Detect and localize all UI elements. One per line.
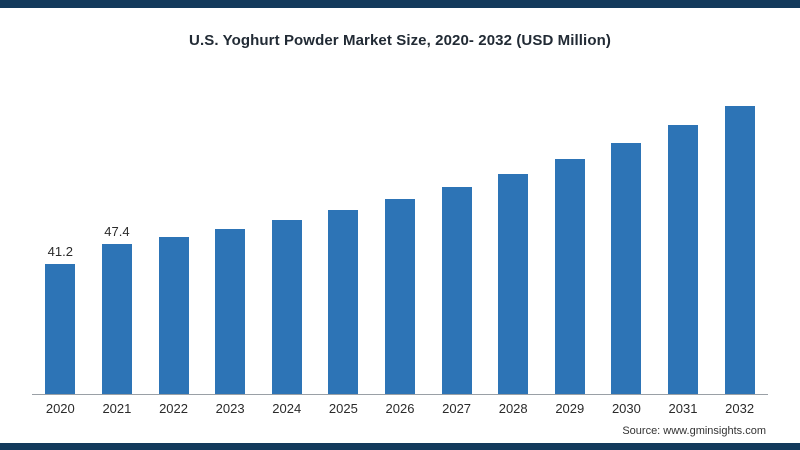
bars-container: 41.2 47.4 [32,84,768,395]
bar [384,199,415,394]
bar [271,220,302,394]
x-axis-labels: 2020 2021 2022 2023 2024 2025 2026 2027 2028 2029… [32,401,768,416]
bar-column [145,237,202,394]
x-axis-label: 2032 [725,401,755,416]
bar-column [315,210,372,394]
x-axis-label: 2026 [385,401,415,416]
bar [328,210,359,394]
bar [101,244,132,394]
x-axis-label: 2021 [102,401,132,416]
bar [215,229,246,394]
top-border-band [0,0,800,8]
plot-area: 41.2 47.4 [32,85,768,395]
x-axis-label: 2020 [45,401,75,416]
bar-column [258,220,315,394]
x-axis-label: 2025 [328,401,358,416]
x-axis-label: 2031 [668,401,698,416]
x-axis-label: 2029 [555,401,585,416]
bar [498,174,529,394]
bar-column [372,199,429,394]
bar [611,143,642,394]
bar [668,125,698,394]
bar-column [598,143,655,394]
x-axis-label: 2030 [611,401,641,416]
source-text: Source: www.gminsights.com [622,425,766,437]
bar [158,237,189,394]
bar-column [711,106,768,394]
bar [441,187,472,394]
x-axis-label: 2022 [159,401,188,416]
bar-column: 47.4 [89,224,146,394]
bar-column [202,229,259,394]
bar [724,106,755,394]
bar-column [541,159,598,394]
bar-column [655,125,712,394]
x-axis-label: 2027 [442,401,472,416]
bar-column [485,174,542,394]
x-axis-label: 2024 [272,401,302,416]
bar-value-label: 47.4 [104,224,130,239]
bar-column: 41.2 [32,244,89,394]
x-axis-label: 2023 [215,401,245,416]
x-axis-label: 2028 [498,401,528,416]
bar [554,159,585,394]
bar-value-label: 41.2 [47,244,73,259]
chart-title: U.S. Yoghurt Powder Market Size, 2020- 2… [189,32,611,49]
bottom-border-band [0,443,800,450]
bar [45,264,76,394]
bar-column [428,187,485,394]
